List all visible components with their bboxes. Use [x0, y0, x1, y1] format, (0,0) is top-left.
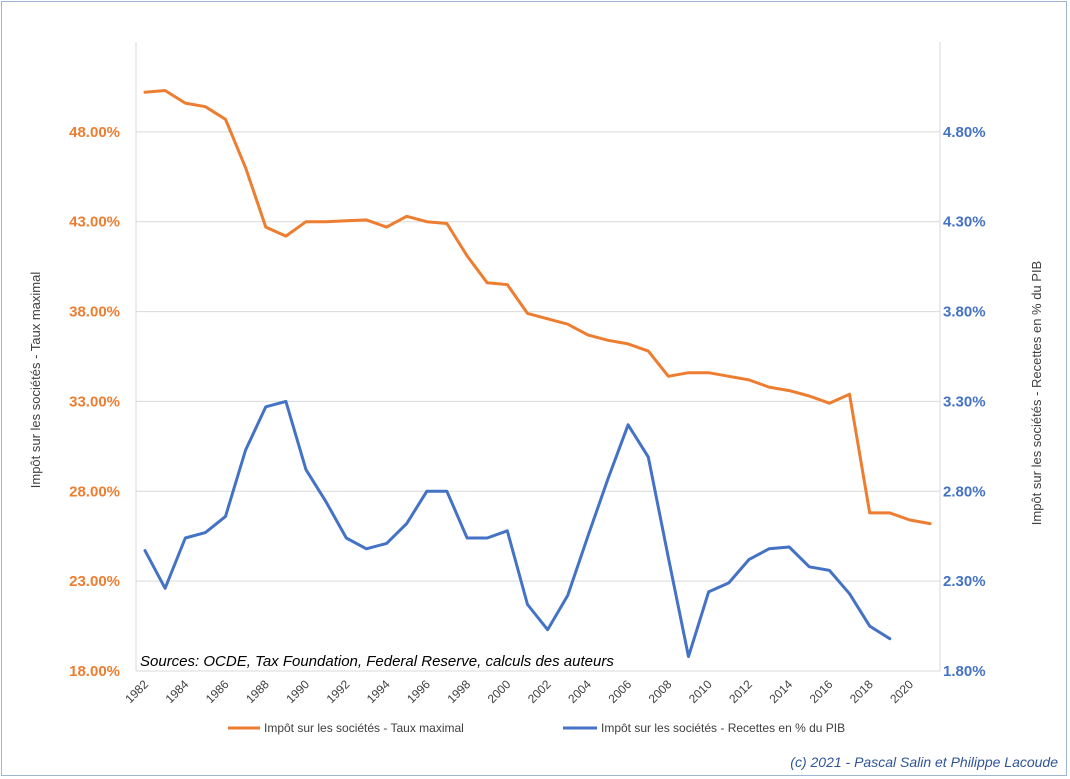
right-tick-label: 4.80%	[943, 124, 986, 141]
x-tick-label: 2016	[807, 677, 836, 706]
x-tick-label: 2002	[525, 677, 554, 706]
left-tick-label: 38.00%	[69, 304, 120, 321]
right-tick-label: 3.80%	[943, 304, 986, 321]
copyright-credit: (c) 2021 - Pascal Salin et Philippe Laco…	[790, 754, 1058, 770]
x-tick-label: 2018	[847, 677, 876, 706]
x-tick-label: 1988	[243, 677, 272, 706]
right-tick-label: 1.80%	[943, 663, 986, 680]
x-tick-label: 2012	[726, 677, 755, 706]
legend: Impôt sur les sociétés - Taux maximal Im…	[228, 721, 845, 735]
left-axis-ticks: 18.00% 23.00% 28.00% 33.00% 38.00% 43.00% 48.0…	[69, 124, 120, 680]
left-tick-label: 33.00%	[69, 393, 120, 410]
right-tick-label: 3.30%	[943, 393, 986, 410]
x-tick-label: 2004	[565, 677, 594, 706]
legend-label-taux: Impôt sur les sociétés - Taux maximal	[264, 721, 464, 735]
right-tick-label: 4.30%	[943, 214, 986, 231]
series-line-1	[143, 399, 892, 659]
left-tick-label: 43.00%	[69, 214, 120, 231]
series-line-0	[143, 89, 932, 526]
right-tick-label: 2.80%	[943, 483, 986, 500]
left-tick-label: 18.00%	[69, 663, 120, 680]
right-tick-label: 2.30%	[943, 573, 986, 590]
legend-label-recettes: Impôt sur les sociétés - Recettes en % d…	[601, 721, 845, 735]
right-axis-title: Impôt sur les sociétés - Recettes en % d…	[1029, 261, 1044, 525]
left-tick-label: 48.00%	[69, 124, 120, 141]
left-tick-label: 28.00%	[69, 483, 120, 500]
x-tick-label: 2010	[686, 677, 715, 706]
left-tick-label: 23.00%	[69, 573, 120, 590]
x-tick-label: 1984	[163, 677, 192, 706]
x-axis-ticks: 1982 1984 1986 1988 1990 1992 1994 1996 1998 2000…	[122, 677, 916, 706]
x-tick-label: 2020	[887, 677, 916, 706]
x-tick-label: 1996	[404, 677, 433, 706]
x-tick-label: 1998	[444, 677, 473, 706]
x-tick-label: 2008	[646, 677, 675, 706]
x-tick-label: 1982	[122, 677, 151, 706]
x-tick-label: 1992	[324, 677, 353, 706]
source-annotation: Sources: OCDE, Tax Foundation, Federal R…	[140, 653, 614, 670]
x-tick-label: 1994	[364, 677, 393, 706]
x-tick-label: 2014	[766, 677, 795, 706]
series-lines	[143, 89, 932, 659]
x-tick-label: 1986	[203, 677, 232, 706]
gridlines	[136, 131, 940, 672]
x-tick-label: 2006	[605, 677, 634, 706]
x-tick-label: 2000	[485, 677, 514, 706]
left-axis-title: Impôt sur les sociétés - Taux maximal	[28, 272, 43, 489]
right-axis-ticks: 1.80% 2.30% 2.80% 3.30% 3.80% 4.30% 4.80%	[943, 124, 986, 680]
x-tick-label: 1990	[283, 677, 312, 706]
